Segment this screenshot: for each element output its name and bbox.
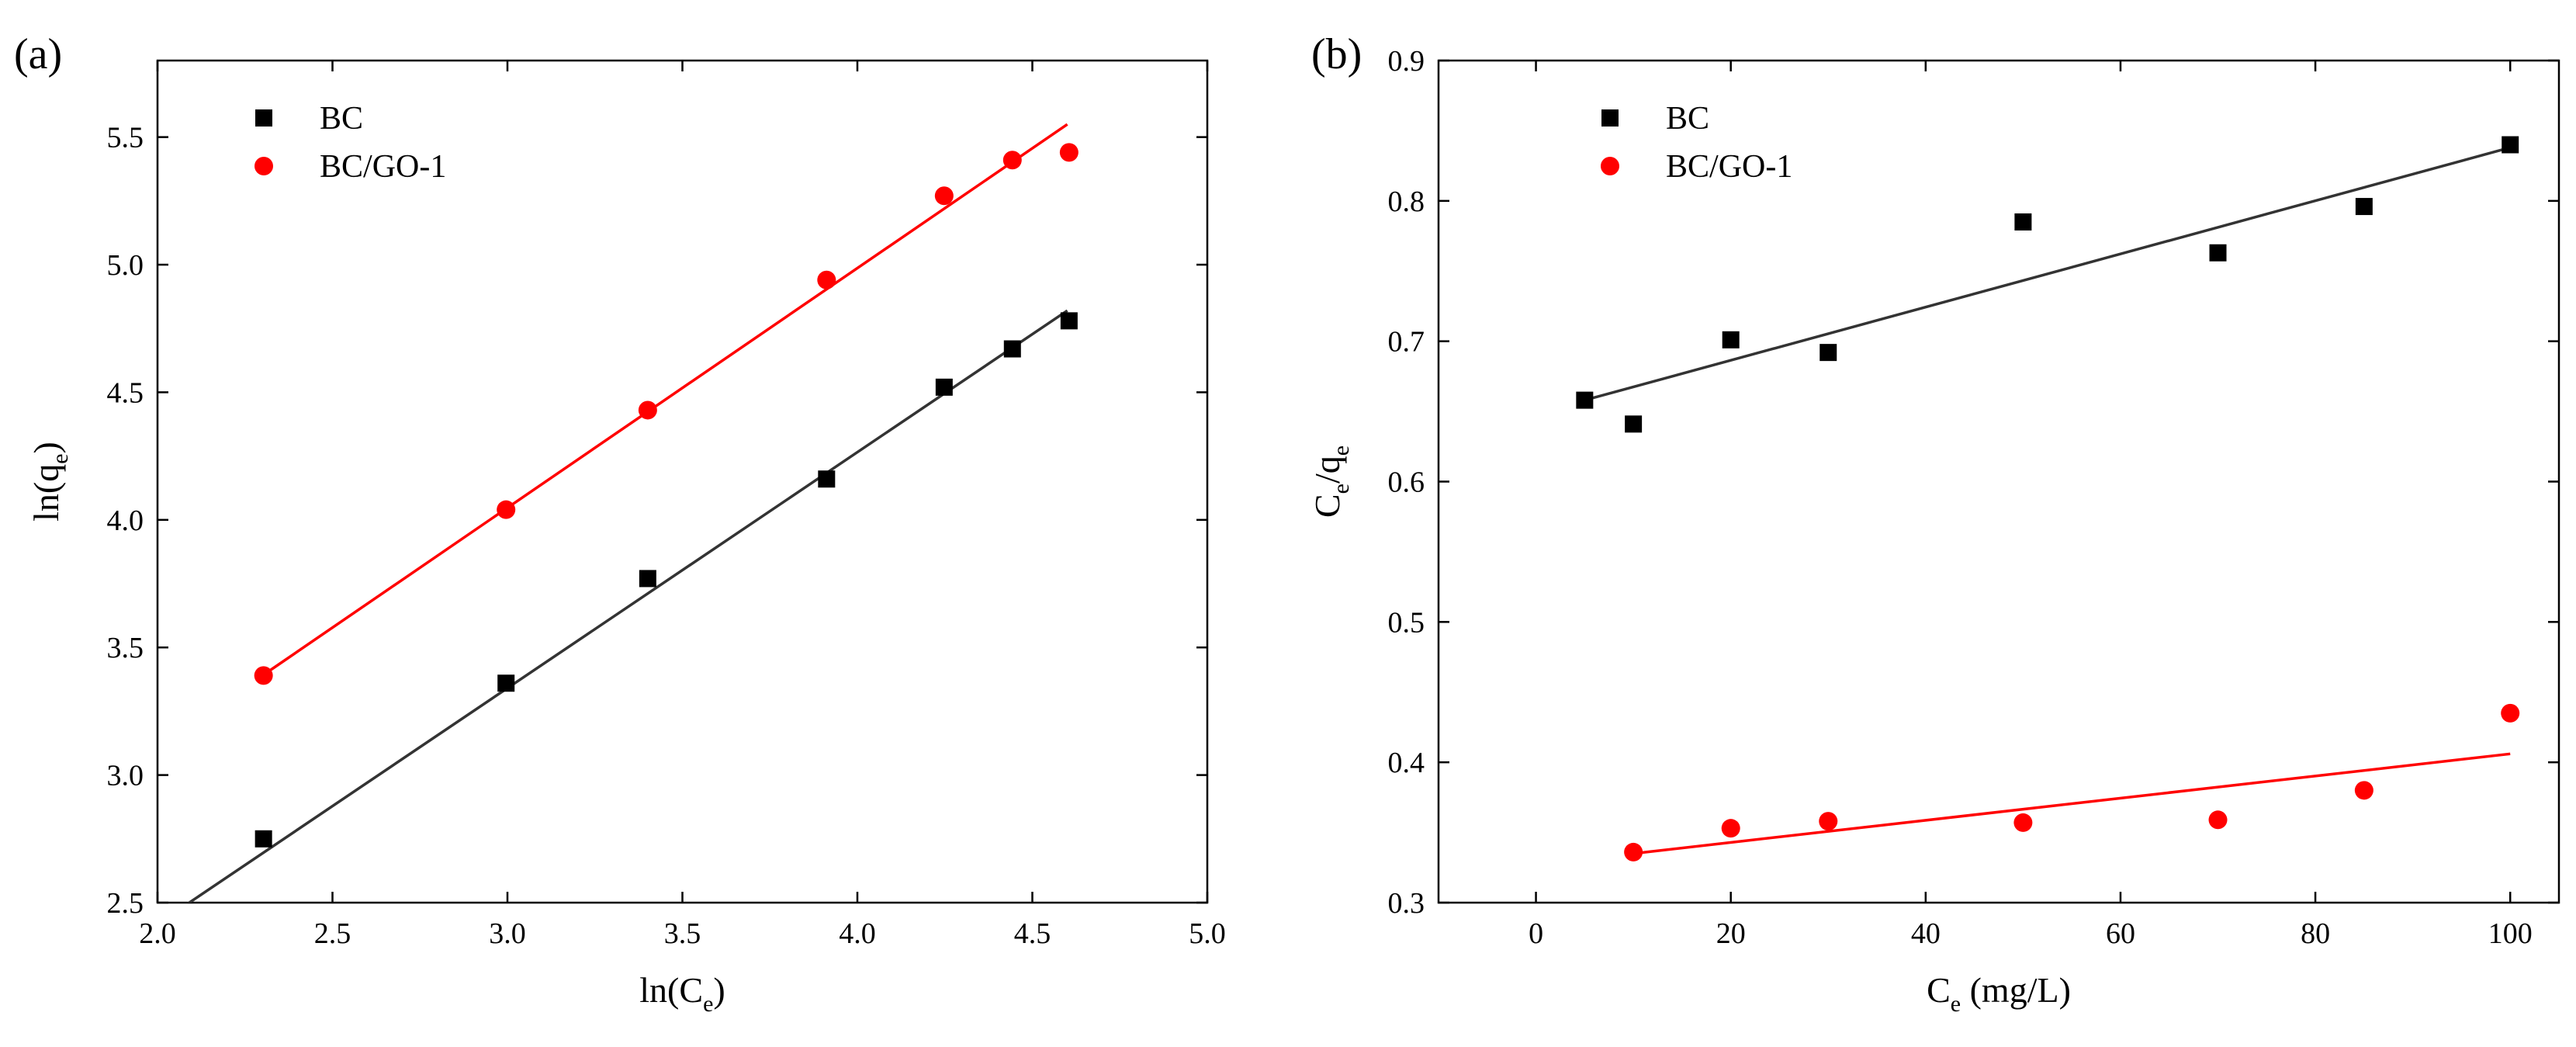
data-point-bc xyxy=(1819,344,1837,362)
x-tick-label-a: 2.0 xyxy=(139,917,176,950)
y-tick-label-b: 0.3 xyxy=(1388,887,1425,920)
fit-line-bc xyxy=(1584,146,2511,402)
panel-label-a: (a) xyxy=(14,30,62,78)
x-tick-label-b: 20 xyxy=(1716,917,1746,950)
data-point-bc xyxy=(935,378,953,396)
legend-marker-bc-go-1 xyxy=(254,157,273,175)
data-point-bc xyxy=(2014,213,2032,231)
data-point-bc-go-1 xyxy=(2208,810,2228,830)
y-tick-label-b: 0.9 xyxy=(1388,45,1425,78)
x-tick-label-b: 100 xyxy=(2488,917,2533,950)
y-axis-title-main: C xyxy=(1307,494,1347,518)
data-point-bc-go-1 xyxy=(817,270,836,289)
y-tick-label-a: 5.0 xyxy=(107,249,144,282)
x-axis-title-a: ln(Ce) xyxy=(639,970,725,1017)
data-point-bc xyxy=(2209,244,2227,262)
fit-line-bc xyxy=(186,309,1068,903)
data-point-bc-go-1 xyxy=(497,500,516,519)
y-tick-label-a: 4.5 xyxy=(107,376,144,409)
data-point-bc-go-1 xyxy=(2501,703,2520,723)
data-point-bc xyxy=(1003,340,1021,358)
x-axis-title-sub: e xyxy=(1951,991,1961,1017)
plot-frame-b xyxy=(1437,59,2560,904)
y-axis-title-sub: e xyxy=(47,453,73,463)
y-tick-label-a: 4.0 xyxy=(107,504,144,537)
x-tick-label-a: 4.5 xyxy=(1014,917,1051,950)
data-point-bc-go-1 xyxy=(2013,813,2033,832)
legend-label-bc-go-1: BC/GO-1 xyxy=(320,149,446,185)
plot-frame-a xyxy=(156,59,1209,904)
panel-label-b: (b) xyxy=(1311,30,1362,78)
x-axis-title-tail: ) xyxy=(713,970,725,1010)
y-tick-label-b: 0.8 xyxy=(1388,185,1425,218)
data-point-bc xyxy=(2355,198,2373,216)
x-tick-label-b: 80 xyxy=(2301,917,2330,950)
x-tick-label-b: 60 xyxy=(2106,917,2135,950)
x-tick-label-b: 40 xyxy=(1911,917,1941,950)
data-point-bc-go-1 xyxy=(1624,842,1643,862)
data-point-bc xyxy=(2502,136,2519,154)
x-axis-title-main: C xyxy=(1927,970,1951,1010)
y-tick-label-b: 0.6 xyxy=(1388,466,1425,499)
y-axis-title-sub2: e xyxy=(1328,445,1354,456)
x-tick-label-b: 0 xyxy=(1529,917,1543,950)
data-point-bc xyxy=(639,570,656,588)
data-point-bc-go-1 xyxy=(254,666,273,685)
data-point-bc-go-1 xyxy=(1059,143,1079,162)
data-point-bc xyxy=(254,830,272,848)
legend-label-bc-go-1: BC/GO-1 xyxy=(1666,149,1792,185)
legend-marker-bc xyxy=(1601,109,1619,127)
fit-line-bc-go-1 xyxy=(261,123,1068,677)
x-axis-title-sub: e xyxy=(703,991,713,1017)
x-tick-label-a: 4.0 xyxy=(839,917,876,950)
chart-panel-a: 2.0 2.5 3.0 3.5 4.0 4.5 5.02.53.03.54.04.55.05… xyxy=(14,30,1226,1017)
data-point-bc-go-1 xyxy=(2354,781,2373,800)
chart-panel-b: 0 20 40 60 80 100 0.3 0.4 0.5 0.6 0.7 0.8 0.9 Ce (mg/… xyxy=(1307,30,2560,1017)
x-tick-label-a: 3.5 xyxy=(664,917,701,950)
y-tick-label-b: 0.5 xyxy=(1388,606,1425,639)
data-point-bc-go-1 xyxy=(1721,819,1740,838)
data-point-bc xyxy=(497,674,515,692)
legend-label-bc: BC xyxy=(1666,101,1709,137)
y-tick-label-b: 0.4 xyxy=(1388,747,1425,779)
legend-marker-bc-go-1 xyxy=(1601,157,1619,175)
x-axis-title-main: ln(C xyxy=(639,970,703,1010)
x-axis-title-b: Ce (mg/L) xyxy=(1927,970,2071,1017)
x-axis-title-tail: (mg/L) xyxy=(1961,970,2071,1010)
y-axis-title-main: ln(q xyxy=(26,464,66,522)
y-axis-title-b: Ce/qe​ xyxy=(1307,445,1354,518)
y-tick-label-a: 3.0 xyxy=(107,760,144,792)
y-tick-label-a: 3.5 xyxy=(107,632,144,664)
x-tick-label-a: 5.0 xyxy=(1189,917,1226,950)
legend-label-bc: BC xyxy=(320,101,363,137)
data-point-bc-go-1 xyxy=(1819,812,1838,831)
y-axis-title-sub: e xyxy=(1328,484,1354,494)
data-point-bc xyxy=(1625,415,1643,433)
data-point-bc xyxy=(1060,312,1078,330)
legend-marker-bc xyxy=(255,109,272,127)
y-tick-label-b: 0.7 xyxy=(1388,326,1425,359)
data-point-bc xyxy=(1576,391,1594,409)
data-point-bc-go-1 xyxy=(1002,151,1022,170)
x-tick-label-a: 2.5 xyxy=(314,917,351,950)
x-tick-label-a: 3.0 xyxy=(489,917,526,950)
y-axis-title-mid: /q xyxy=(1307,456,1347,484)
fit-line-bc-go-1 xyxy=(1633,752,2511,855)
y-axis-title-tail: ) xyxy=(26,442,66,453)
y-tick-label-a: 2.5 xyxy=(107,887,144,920)
data-point-bc xyxy=(1722,331,1740,348)
y-axis-title-a: ln(qe) xyxy=(26,442,73,522)
data-point-bc-go-1 xyxy=(638,400,657,420)
data-point-bc-go-1 xyxy=(934,186,954,206)
data-point-bc xyxy=(818,470,836,488)
y-tick-label-a: 5.5 xyxy=(107,122,144,154)
